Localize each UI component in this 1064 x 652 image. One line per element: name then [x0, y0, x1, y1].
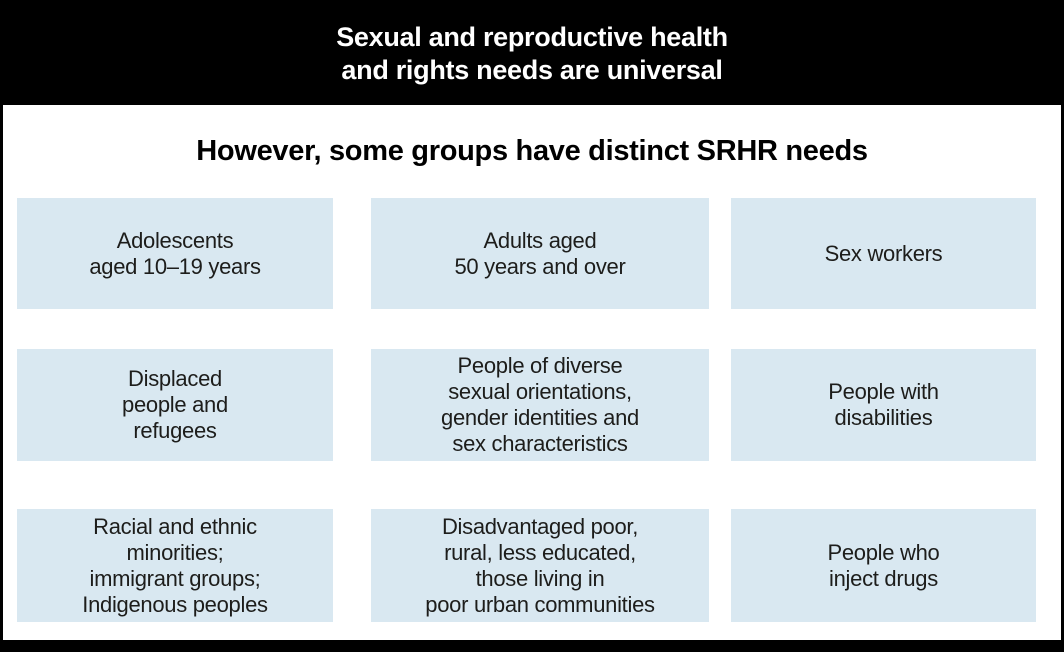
main-title: Sexual and reproductive health and right… [336, 22, 728, 85]
group-box-disabilities: People with disabilities [731, 349, 1036, 461]
group-box-older-adults: Adults aged 50 years and over [371, 198, 709, 309]
group-label: Disadvantaged poor, rural, less educated… [425, 513, 655, 617]
bottom-spacer [3, 622, 1061, 640]
subtitle-band: However, some groups have distinct SRHR … [3, 105, 1061, 198]
group-box-sex-workers: Sex workers [731, 198, 1036, 309]
group-label: People who inject drugs [827, 539, 940, 591]
group-label: Adolescents aged 10–19 years [89, 227, 261, 279]
group-box-racial-ethnic-minorities: Racial and ethnic minorities; immigrant … [17, 509, 333, 622]
group-box-adolescents: Adolescents aged 10–19 years [17, 198, 333, 309]
group-box-inject-drugs: People who inject drugs [731, 509, 1036, 622]
group-box-disadvantaged-poor: Disadvantaged poor, rural, less educated… [371, 509, 709, 622]
title-banner: Sexual and reproductive health and right… [3, 3, 1061, 105]
group-label: People with disabilities [828, 379, 939, 430]
subtitle: However, some groups have distinct SRHR … [196, 135, 868, 167]
group-box-displaced-refugees: Displaced people and refugees [17, 349, 333, 461]
group-label: Displaced people and refugees [122, 366, 228, 443]
group-box-diverse-sogi: People of diverse sexual orientations, g… [371, 349, 709, 461]
group-label: Adults aged 50 years and over [454, 227, 626, 279]
group-label: Racial and ethnic minorities; immigrant … [82, 513, 268, 617]
groups-grid: Adolescents aged 10–19 years Adults aged… [17, 198, 1036, 622]
footer-bar [3, 640, 1061, 649]
group-label: Sex workers [824, 240, 943, 266]
group-label: People of diverse sexual orientations, g… [441, 353, 639, 456]
